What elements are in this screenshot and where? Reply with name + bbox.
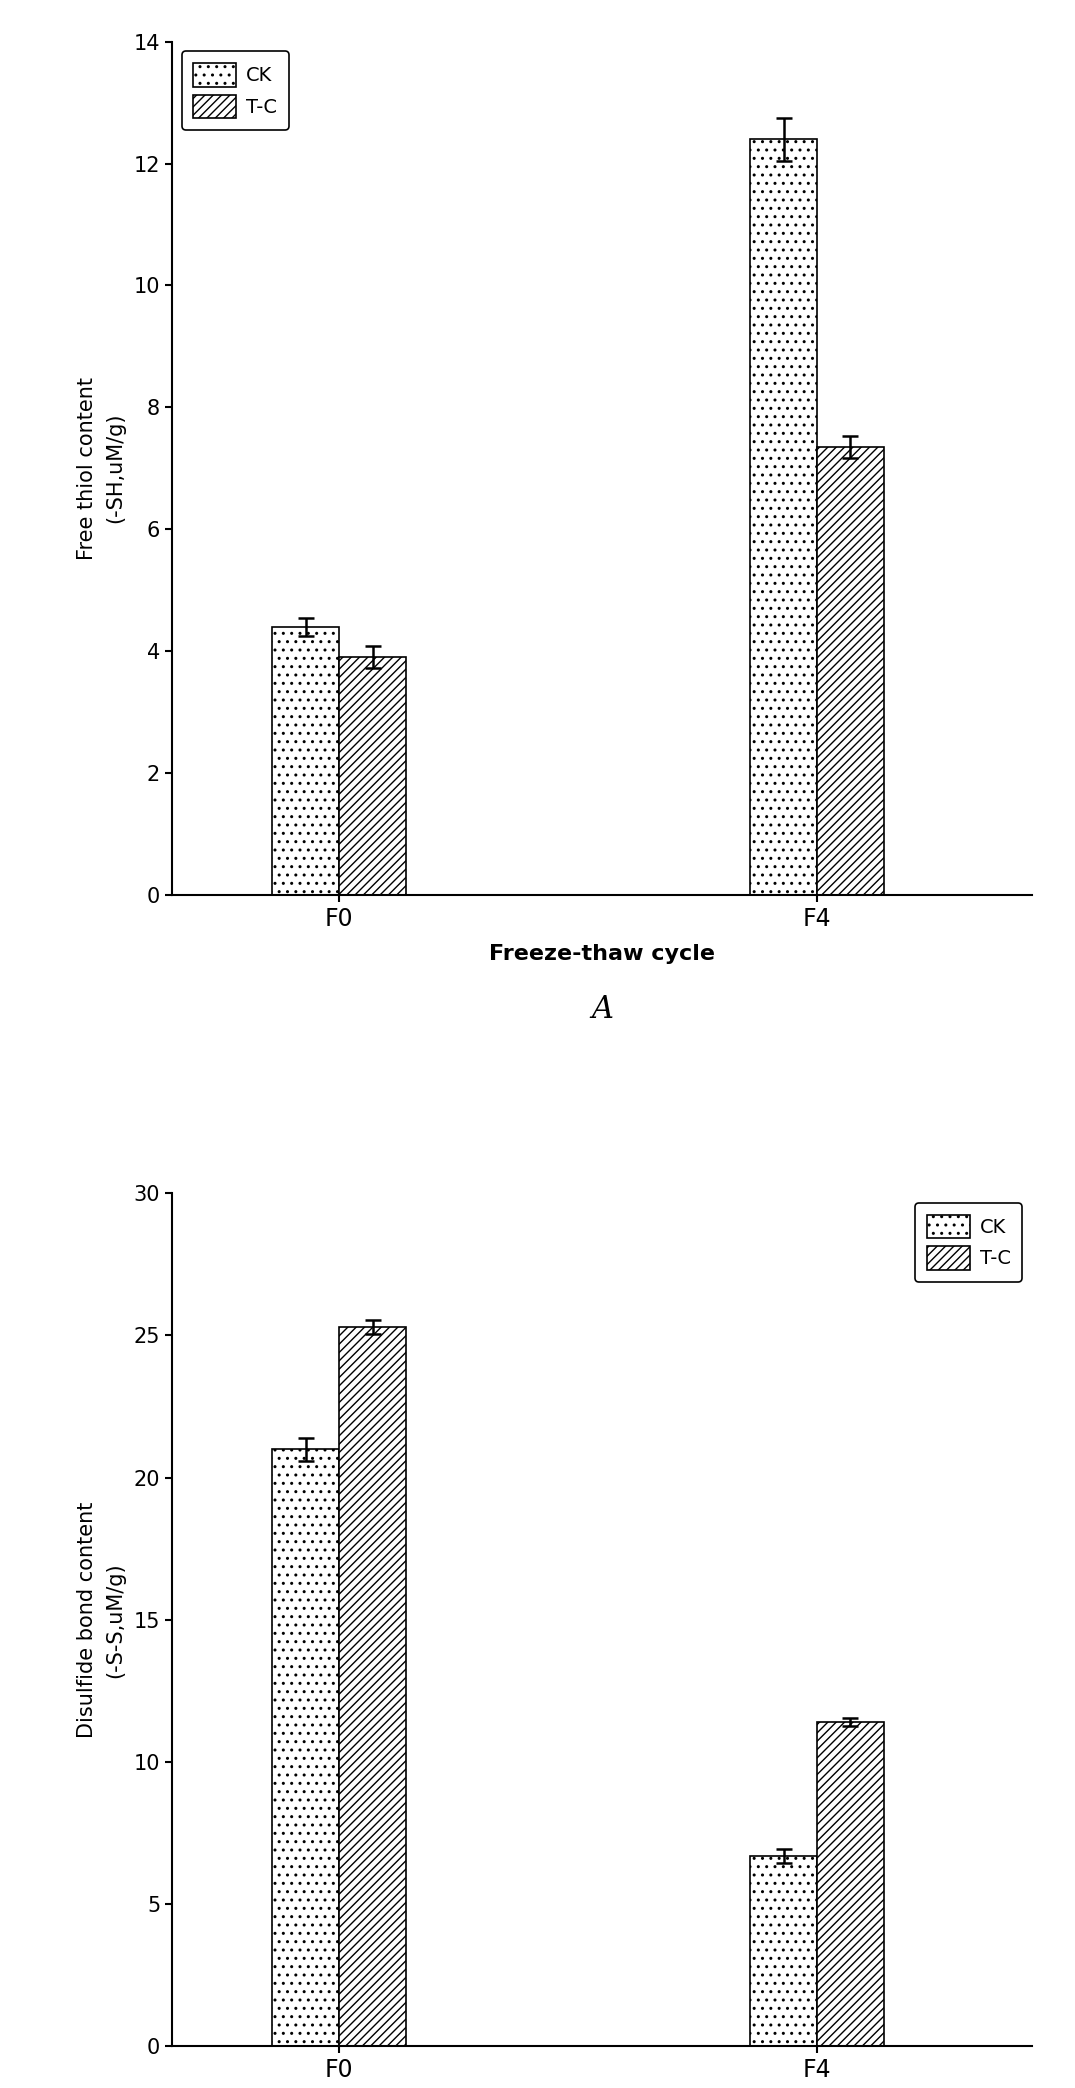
Text: A: A [591, 994, 613, 1025]
Bar [272, 1449, 340, 2046]
Y-axis label: Free thiol content
(-SH,uM/g): Free thiol content (-SH,uM/g) [77, 376, 126, 560]
Bar [750, 140, 817, 896]
Y-axis label: Disulfide bond content
(-S-S,uM/g): Disulfide bond content (-S-S,uM/g) [77, 1501, 126, 1737]
Bar [817, 1723, 884, 2046]
Bar [272, 626, 340, 896]
Bar [817, 447, 884, 896]
Bar [750, 1856, 817, 2046]
Legend: CK, T-C: CK, T-C [916, 1203, 1022, 1282]
Bar [340, 1326, 406, 2046]
Legend: CK, T-C: CK, T-C [182, 52, 288, 129]
X-axis label: Freeze-thaw cycle: Freeze-thaw cycle [489, 944, 715, 965]
Bar [340, 658, 406, 896]
